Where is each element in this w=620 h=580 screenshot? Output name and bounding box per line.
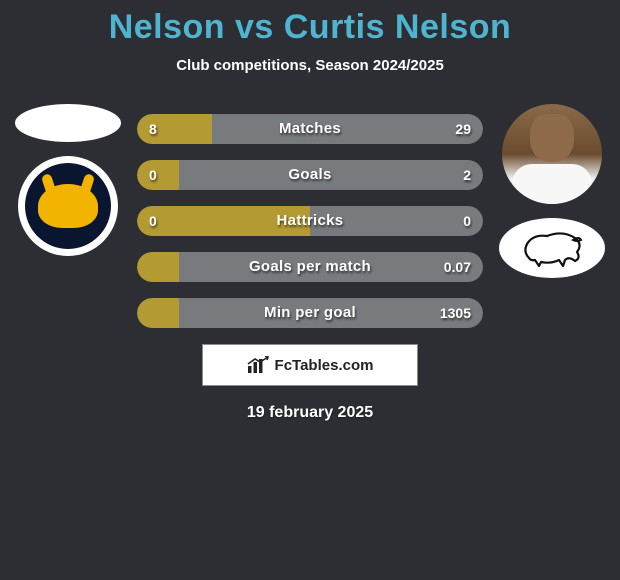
ram-icon [517,228,587,268]
bar-row: Goals per match0.07 [137,252,483,282]
player-right-column [492,104,612,278]
brand-text: FcTables.com [275,357,374,374]
bar-value-right: 0.07 [444,252,471,282]
date-text: 19 february 2025 [0,404,620,422]
bar-label: Matches [137,114,483,144]
player-right-photo [502,104,602,204]
bar-row: Goals0 2 [137,160,483,190]
bar-value-right: 0 [463,206,471,236]
bar-value-left: 8 [149,114,157,144]
page-title: Nelson vs Curtis Nelson [0,0,620,47]
bar-value-left: 0 [149,206,157,236]
chart-icon [247,356,269,374]
bar-label: Min per goal [137,298,483,328]
subtitle: Club competitions, Season 2024/2025 [0,57,620,74]
bar-label: Goals per match [137,252,483,282]
player-left-placeholder [15,104,121,142]
club-logo-oxford [18,156,118,256]
bar-label: Hattricks [137,206,483,236]
bar-row: Min per goal1305 [137,298,483,328]
bar-value-left: 0 [149,160,157,190]
bar-value-right: 2 [463,160,471,190]
bar-value-right: 29 [455,114,471,144]
bar-value-right: 1305 [440,298,471,328]
bar-row: Matches8 29 [137,114,483,144]
comparison-panel: Matches829Goals02Hattricks00Goals per ma… [0,104,620,422]
bar-row: Hattricks0 0 [137,206,483,236]
bar-label: Goals [137,160,483,190]
comparison-bars: Matches829Goals02Hattricks00Goals per ma… [137,104,483,328]
brand-box: FcTables.com [202,344,418,386]
club-logo-derby [499,218,605,278]
player-left-column [8,104,128,256]
